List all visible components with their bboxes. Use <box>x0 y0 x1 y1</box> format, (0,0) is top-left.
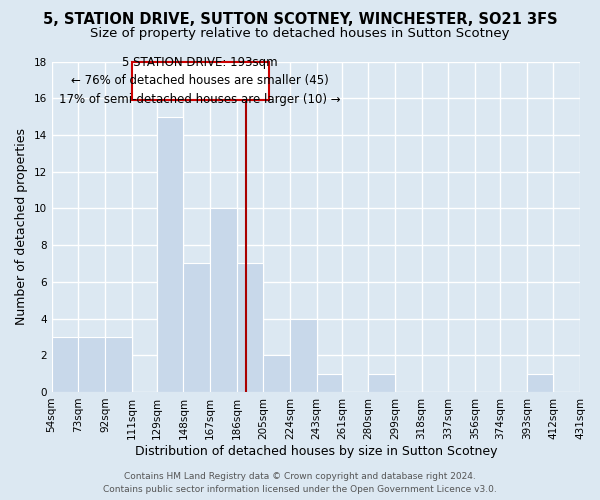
Bar <box>290 318 317 392</box>
Bar <box>317 374 342 392</box>
Y-axis label: Number of detached properties: Number of detached properties <box>15 128 28 325</box>
Bar <box>263 355 290 392</box>
Text: 5 STATION DRIVE: 193sqm
← 76% of detached houses are smaller (45)
17% of semi-de: 5 STATION DRIVE: 193sqm ← 76% of detache… <box>59 56 341 106</box>
Bar <box>105 337 131 392</box>
Bar <box>184 264 210 392</box>
Text: Contains HM Land Registry data © Crown copyright and database right 2024.
Contai: Contains HM Land Registry data © Crown c… <box>103 472 497 494</box>
X-axis label: Distribution of detached houses by size in Sutton Scotney: Distribution of detached houses by size … <box>134 444 497 458</box>
Bar <box>52 337 78 392</box>
Text: Size of property relative to detached houses in Sutton Scotney: Size of property relative to detached ho… <box>90 28 510 40</box>
FancyBboxPatch shape <box>131 62 269 100</box>
Bar <box>210 208 236 392</box>
Bar <box>236 264 263 392</box>
Bar <box>368 374 395 392</box>
Bar <box>527 374 553 392</box>
Text: 5, STATION DRIVE, SUTTON SCOTNEY, WINCHESTER, SO21 3FS: 5, STATION DRIVE, SUTTON SCOTNEY, WINCHE… <box>43 12 557 28</box>
Bar <box>78 337 105 392</box>
Bar <box>157 116 184 392</box>
